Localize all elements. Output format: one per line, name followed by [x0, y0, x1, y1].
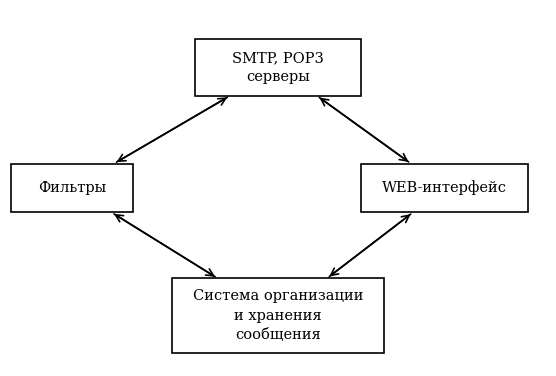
Text: SMTP, POP3
серверы: SMTP, POP3 серверы — [232, 51, 324, 85]
FancyBboxPatch shape — [11, 164, 133, 212]
FancyBboxPatch shape — [172, 278, 384, 353]
Text: WEB-интерфейс: WEB-интерфейс — [383, 180, 507, 196]
FancyBboxPatch shape — [195, 39, 361, 96]
FancyBboxPatch shape — [361, 164, 528, 212]
Text: Система организации
и хранения
сообщения: Система организации и хранения сообщения — [193, 290, 363, 342]
Text: Фильтры: Фильтры — [38, 181, 106, 195]
